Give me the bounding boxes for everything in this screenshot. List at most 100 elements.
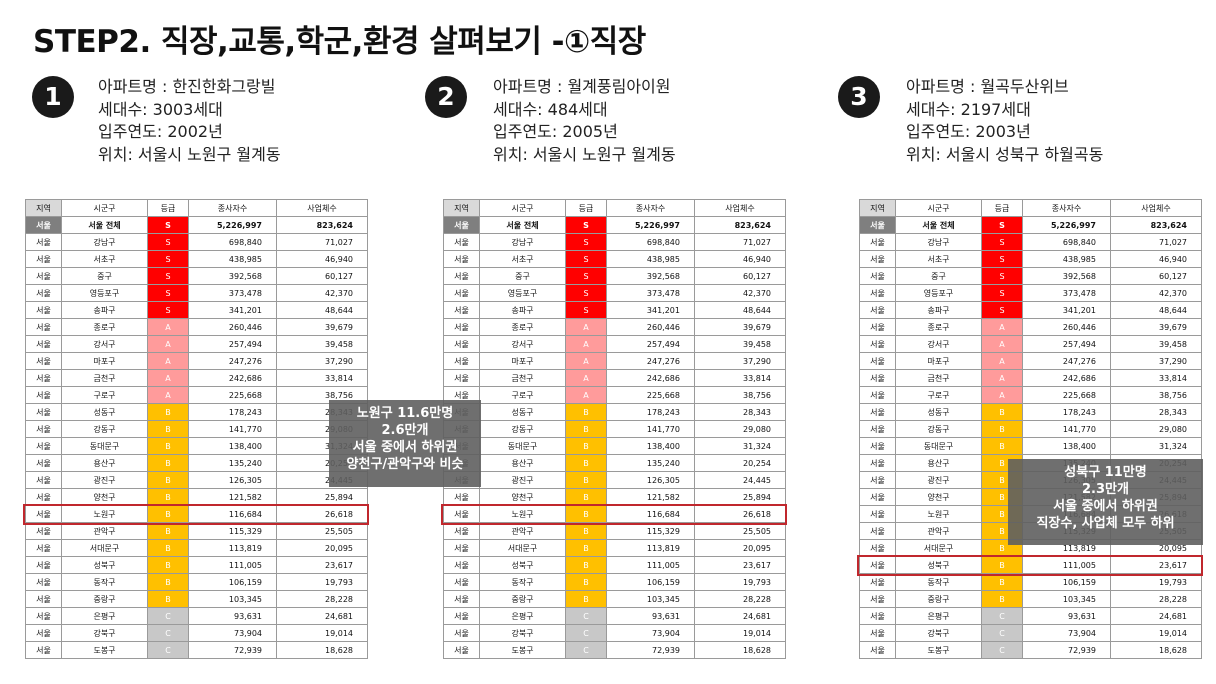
- column-header: 종사자수: [606, 199, 695, 217]
- region-cell: 서울: [443, 590, 480, 608]
- businesses-cell: 33,814: [276, 369, 368, 387]
- district-cell: 구로구: [61, 386, 148, 404]
- table-row: 서울 도봉구 C 72,939 18,628: [25, 641, 368, 659]
- grade-cell: B: [147, 403, 189, 421]
- grade-cell: B: [147, 454, 189, 472]
- employees-cell: 138,400: [606, 437, 695, 455]
- grade-cell: S: [147, 284, 189, 302]
- table-header-row: 지역 시군구 등급 종사자수 사업체수: [25, 199, 368, 217]
- district-cell: 송파구: [479, 301, 566, 319]
- column-header: 지역: [443, 199, 480, 217]
- businesses-cell: 39,679: [276, 318, 368, 336]
- businesses-cell: 71,027: [1110, 233, 1202, 251]
- employees-cell: 111,005: [606, 556, 695, 574]
- employees-cell: 106,159: [188, 573, 277, 591]
- grade-cell: S: [147, 216, 189, 234]
- region-cell: 서울: [443, 488, 480, 506]
- table-row: 서울 서울 전체 S 5,226,997 823,624: [859, 216, 1202, 234]
- employees-cell: 242,686: [1022, 369, 1111, 387]
- region-cell: 서울: [25, 539, 62, 557]
- region-cell: 서울: [25, 556, 62, 574]
- businesses-cell: 71,027: [694, 233, 786, 251]
- businesses-cell: 33,814: [1110, 369, 1202, 387]
- employees-cell: 247,276: [606, 352, 695, 370]
- employees-cell: 392,568: [1022, 267, 1111, 285]
- businesses-cell: 39,679: [694, 318, 786, 336]
- grade-cell: A: [981, 335, 1023, 353]
- grade-cell: C: [147, 624, 189, 642]
- businesses-cell: 39,458: [1110, 335, 1202, 353]
- district-cell: 관악구: [895, 522, 982, 540]
- apartment-badge-2: 2: [425, 76, 467, 118]
- district-cell: 마포구: [479, 352, 566, 370]
- table-row: 서울 금천구 A 242,686 33,814: [25, 369, 368, 387]
- businesses-cell: 19,793: [1110, 573, 1202, 591]
- apartment-location: 위치: 서울시 노원구 월계동: [493, 144, 676, 164]
- businesses-cell: 18,628: [694, 641, 786, 659]
- callout-line: 서울 중에서 하위권: [1053, 499, 1158, 514]
- employees-cell: 438,985: [606, 250, 695, 268]
- region-cell: 서울: [443, 250, 480, 268]
- businesses-cell: 48,644: [1110, 301, 1202, 319]
- businesses-cell: 823,624: [276, 216, 368, 234]
- district-cell: 성북구: [61, 556, 148, 574]
- businesses-cell: 19,793: [276, 573, 368, 591]
- businesses-cell: 19,014: [694, 624, 786, 642]
- district-cell: 광진구: [479, 471, 566, 489]
- column-header: 지역: [859, 199, 896, 217]
- employees-cell: 225,668: [1022, 386, 1111, 404]
- region-cell: 서울: [443, 216, 480, 234]
- region-cell: 서울: [859, 386, 896, 404]
- table-row: 서울 강남구 S 698,840 71,027: [443, 233, 786, 251]
- apartment-location: 위치: 서울시 노원구 월계동: [98, 144, 281, 164]
- district-cell: 서울 전체: [479, 216, 566, 234]
- apartment-badge-1: 1: [32, 76, 74, 118]
- employees-cell: 178,243: [1022, 403, 1111, 421]
- region-cell: 서울: [443, 335, 480, 353]
- grade-cell: B: [981, 403, 1023, 421]
- businesses-cell: 20,254: [694, 454, 786, 472]
- employees-cell: 73,904: [188, 624, 277, 642]
- grade-cell: B: [147, 437, 189, 455]
- district-cell: 구로구: [895, 386, 982, 404]
- employees-cell: 225,668: [188, 386, 277, 404]
- district-cell: 서울 전체: [61, 216, 148, 234]
- apartment-name: 아파트명 : 월계풍림아이원: [493, 77, 671, 96]
- grade-cell: A: [981, 386, 1023, 404]
- businesses-cell: 29,080: [1110, 420, 1202, 438]
- businesses-cell: 28,228: [276, 590, 368, 608]
- apartment-year: 입주연도: 2003년: [906, 122, 1031, 141]
- table-row: 서울 강서구 A 257,494 39,458: [443, 335, 786, 353]
- employees-cell: 341,201: [606, 301, 695, 319]
- table-row: 서울 중구 S 392,568 60,127: [859, 267, 1202, 285]
- table-row: 서울 성북구 B 111,005 23,617: [25, 556, 368, 574]
- employees-cell: 135,240: [606, 454, 695, 472]
- employees-cell: 141,770: [1022, 420, 1111, 438]
- column-header: 시군구: [61, 199, 148, 217]
- table-row: 서울 종로구 A 260,446 39,679: [859, 318, 1202, 336]
- grade-cell: A: [565, 318, 607, 336]
- grade-cell: B: [147, 420, 189, 438]
- table-row: 서울 종로구 A 260,446 39,679: [443, 318, 786, 336]
- district-cell: 강북구: [61, 624, 148, 642]
- grade-cell: S: [565, 301, 607, 319]
- region-cell: 서울: [25, 488, 62, 506]
- district-cell: 성동구: [895, 403, 982, 421]
- grade-cell: S: [981, 301, 1023, 319]
- businesses-cell: 24,681: [1110, 607, 1202, 625]
- highlight-nowon-row: [441, 504, 787, 525]
- businesses-cell: 31,324: [694, 437, 786, 455]
- employees-cell: 260,446: [1022, 318, 1111, 336]
- region-cell: 서울: [859, 488, 896, 506]
- grade-cell: S: [147, 267, 189, 285]
- region-cell: 서울: [443, 539, 480, 557]
- businesses-cell: 48,644: [694, 301, 786, 319]
- district-cell: 노원구: [895, 505, 982, 523]
- grade-cell: A: [565, 369, 607, 387]
- employees-cell: 138,400: [188, 437, 277, 455]
- district-cell: 중구: [479, 267, 566, 285]
